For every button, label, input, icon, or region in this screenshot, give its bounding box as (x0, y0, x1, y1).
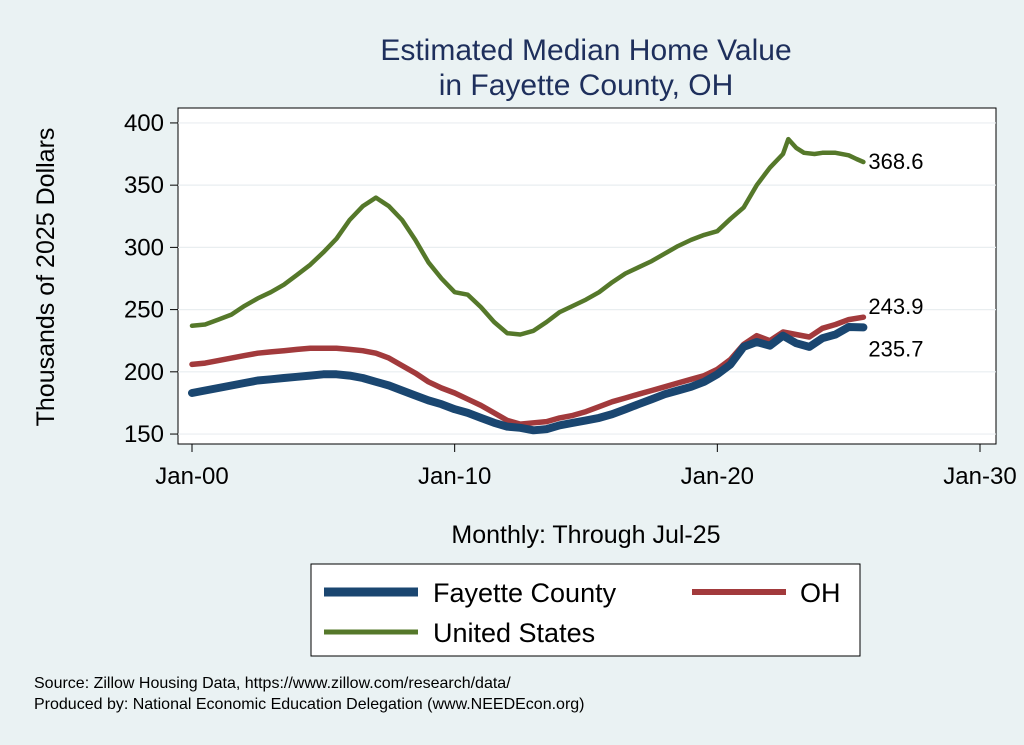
x-axis: Jan-00 Jan-10 Jan-20 Jan-30 (155, 444, 1017, 490)
x-tick-label-jan-00: Jan-00 (155, 463, 228, 490)
plot-area (177, 107, 997, 445)
legend-item-united-states: United States (324, 618, 595, 648)
end-label-united-states: 368.6 (868, 149, 923, 174)
y-tick-label-150: 150 (124, 421, 164, 448)
end-labels: 368.6 243.9 235.7 (868, 149, 923, 361)
y-tick-label-400: 400 (124, 110, 164, 137)
y-axis: 150 200 250 300 350 400 (124, 110, 178, 448)
legend-item-fayette-county: Fayette County (324, 578, 617, 608)
source-note: Source: Zillow Housing Data, https://www… (34, 675, 511, 692)
y-axis-title: Thousands of 2025 Dollars (32, 128, 60, 427)
legend-item-oh: OH (692, 578, 841, 608)
x-tick-label-jan-30: Jan-30 (943, 463, 1016, 490)
x-axis-title: Monthly: Through Jul-25 (451, 521, 720, 549)
chart-title-line-1: Estimated Median Home Value (380, 34, 791, 67)
legend-label-united-states: United States (433, 618, 595, 648)
series-line-united-states (189, 136, 866, 337)
legend (310, 563, 861, 657)
x-tick-label-jan-10: Jan-10 (418, 463, 491, 490)
end-label-fayette-county: 235.7 (868, 336, 923, 361)
x-tick-label-jan-20: Jan-20 (681, 463, 754, 490)
y-tick-label-300: 300 (124, 234, 164, 261)
chart-title-line-2: in Fayette County, OH (439, 69, 734, 102)
producer-note: Produced by: National Economic Education… (34, 696, 585, 713)
series-line-fayette-county (188, 323, 868, 435)
series-line-oh (189, 314, 867, 427)
end-label-oh: 243.9 (868, 294, 923, 319)
y-tick-label-250: 250 (124, 297, 164, 324)
y-tick-label-200: 200 (124, 359, 164, 386)
series-lines (188, 136, 868, 435)
y-tick-label-350: 350 (124, 172, 164, 199)
legend-label-fayette-county: Fayette County (433, 578, 617, 608)
legend-label-oh: OH (800, 578, 841, 608)
